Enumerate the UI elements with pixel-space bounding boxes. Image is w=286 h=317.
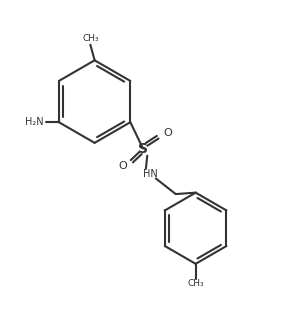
Text: CH₃: CH₃ <box>82 34 99 43</box>
Text: S: S <box>138 141 148 156</box>
Text: HN: HN <box>143 169 158 179</box>
Text: CH₃: CH₃ <box>187 280 204 288</box>
Text: O: O <box>118 161 127 171</box>
Text: H₂N: H₂N <box>25 117 43 127</box>
Text: O: O <box>163 128 172 139</box>
